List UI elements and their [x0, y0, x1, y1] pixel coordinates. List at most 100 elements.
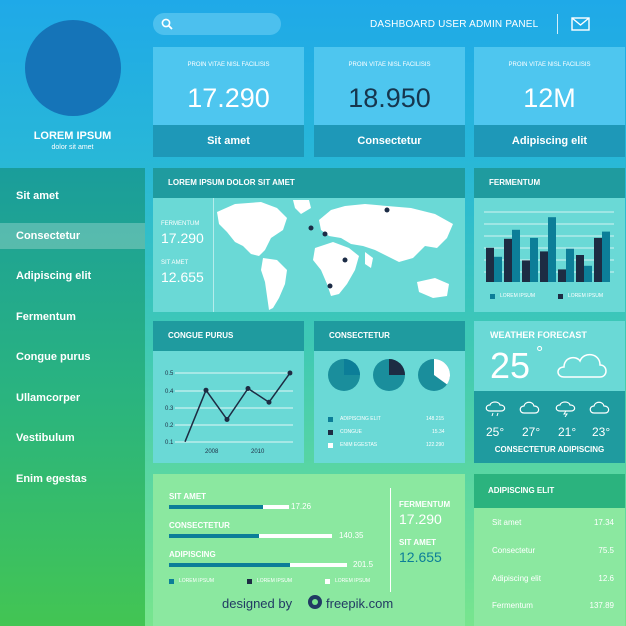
list-item-label: Fermentum	[492, 601, 533, 610]
progress-fill	[169, 505, 263, 509]
x-tick-label: 2008	[205, 449, 219, 455]
fermentum-title: FERMENTUM	[474, 168, 625, 198]
cloud-icon	[519, 401, 540, 414]
progress-fill	[169, 563, 291, 567]
sidebar-item-vestibulum[interactable]: Vestibulum	[16, 432, 75, 444]
line-point	[224, 416, 230, 422]
forecast-temp: 23°	[592, 425, 611, 439]
bar-series-b	[576, 255, 584, 282]
sidebar-item-enim-egestas[interactable]: Enim egestas	[16, 473, 87, 485]
legend-swatch	[328, 443, 333, 448]
pie-legend-value: 122.290	[426, 442, 445, 448]
legend-swatch	[247, 579, 252, 584]
line-point	[203, 387, 209, 393]
header-divider	[557, 14, 558, 34]
stat-value: 17.290	[187, 83, 270, 113]
stat-caption: PROIN VITAE NISL FACILISIS	[508, 62, 591, 68]
progress-track	[169, 563, 347, 567]
pie-legend-value: 148.215	[426, 416, 445, 422]
list-panel: ADIPISCING ELIT Sit amet 17.34 Consectet…	[474, 474, 625, 626]
congue-line-chart: 0.5 0.4 0.3 0.2 0.1 2008 2010	[165, 370, 293, 455]
y-tick-label: 0.1	[165, 440, 174, 446]
stat-label[interactable]: Sit amet	[153, 125, 304, 157]
list-title: ADIPISCING ELIT	[474, 474, 625, 508]
stat-card-sit-amet: PROIN VITAE NISL FACILISIS 17.290 Sit am…	[153, 47, 304, 157]
line-point	[245, 385, 251, 391]
map-panel: LOREM IPSUM DOLOR SIT AMET FERMENTUM 17.…	[153, 168, 465, 312]
progress-side-value: 17.290	[399, 511, 442, 527]
sidebar-item-fermentum[interactable]: Fermentum	[16, 311, 76, 323]
legend-label: LOREM IPSUM	[257, 578, 293, 584]
weather-panel: WEATHER FORECAST 25 ° 25° 27° 21° 23° CO…	[474, 321, 625, 463]
legend-swatch	[328, 417, 333, 422]
avatar[interactable]	[25, 20, 121, 116]
list-item-label: Consectetur	[492, 546, 536, 555]
sidebar-item-sit-amet[interactable]: Sit amet	[16, 190, 59, 202]
congue-title: CONGUE PURUS	[153, 321, 304, 351]
progress-side-label: FERMENTUM	[399, 500, 451, 509]
fermentum-panel: FERMENTUM LOREM IPSUM LOREM IPSUM	[474, 168, 625, 312]
progress-side-label: SIT AMET	[399, 538, 437, 547]
legend-swatch	[558, 294, 563, 299]
sidebar-item-adipiscing-elit[interactable]: Adipiscing elit	[16, 270, 92, 282]
mail-icon[interactable]	[571, 17, 590, 31]
forecast-temp: 27°	[522, 425, 541, 439]
progress-value: 201.5	[353, 560, 374, 569]
page-title: DASHBOARD USER ADMIN PANEL	[370, 19, 539, 30]
list-item-value: 12.6	[598, 574, 614, 583]
profile-name: LOREM IPSUM	[33, 130, 112, 142]
bar-series-a	[566, 248, 574, 282]
y-tick-label: 0.3	[165, 406, 174, 412]
storm-cloud-icon	[555, 401, 576, 417]
bar-series-a	[530, 237, 538, 282]
sidebar-item-congue-purus[interactable]: Congue purus	[16, 351, 91, 363]
map-divider	[213, 198, 214, 312]
legend-label: LOREM IPSUM	[335, 578, 371, 584]
stat-label[interactable]: Adipiscing elit	[474, 125, 625, 157]
freepik-logo-icon	[308, 595, 322, 609]
map-stat-value: 17.290	[161, 230, 204, 246]
pie-legend-value: 15.34	[432, 429, 445, 435]
stat-label[interactable]: Consectetur	[314, 125, 465, 157]
bar-series-b	[504, 238, 512, 282]
progress-label: CONSECTETUR	[169, 521, 230, 530]
pie-charts	[328, 359, 450, 391]
sidebar-item-consectetur[interactable]: Consectetur	[0, 223, 145, 249]
world-map[interactable]	[215, 198, 465, 312]
pie-legend-label: CONGUE	[340, 429, 362, 435]
y-tick-label: 0.5	[165, 371, 174, 377]
cloud-icon	[589, 401, 610, 414]
line-point	[287, 370, 293, 376]
panel-divider	[390, 488, 391, 592]
credit-text: designed by	[222, 596, 293, 611]
y-tick-label: 0.4	[165, 389, 174, 395]
brand-text[interactable]: freepik.com	[326, 596, 394, 611]
list-item-value: 75.5	[598, 546, 614, 555]
progress-value: 140.35	[339, 531, 364, 540]
line-point	[266, 399, 272, 405]
consectetur-pie-panel: CONSECTETUR ADIPISCING ELIT 148.215 CONG…	[314, 321, 465, 463]
pie-legend-label: ENIM EGESTAS	[340, 442, 378, 448]
bar-series-a	[512, 229, 520, 282]
legend-label: LOREM IPSUM	[179, 578, 215, 584]
x-tick-label: 2010	[251, 449, 265, 455]
bar-series-b	[594, 237, 602, 282]
cloud-icon	[557, 353, 607, 378]
search-icon	[161, 18, 173, 30]
stat-card-consectetur: PROIN VITAE NISL FACILISIS 18.950 Consec…	[314, 47, 465, 157]
legend-label: LOREM IPSUM	[500, 293, 536, 299]
list-item-label: Adipiscing elit	[492, 574, 541, 583]
forecast-temp: 25°	[486, 425, 505, 439]
progress-value: 17.26	[291, 502, 312, 511]
search-input[interactable]	[153, 13, 281, 35]
forecast-temp: 21°	[558, 425, 577, 439]
stat-card-adipiscing-elit: PROIN VITAE NISL FACILISIS 12M Adipiscin…	[474, 47, 625, 157]
list-item-value: 17.34	[593, 518, 614, 527]
bar-series-b	[540, 251, 548, 282]
sidebar-item-ullamcorper[interactable]: Ullamcorper	[16, 392, 81, 404]
bar-series-a	[602, 231, 610, 282]
pies-title: CONSECTETUR	[314, 321, 465, 351]
fermentum-bar-chart	[484, 211, 614, 282]
pie-slice	[344, 359, 360, 375]
progress-track	[169, 534, 332, 538]
